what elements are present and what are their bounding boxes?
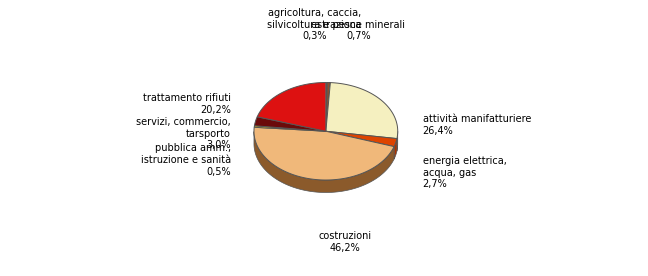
Text: agricoltura, caccia,
silvicoltura e pesca
0,3%: agricoltura, caccia, silvicoltura e pesc… [268, 8, 362, 41]
Polygon shape [257, 83, 326, 131]
Text: estrazione minerali
0,7%: estrazione minerali 0,7% [311, 20, 406, 41]
Polygon shape [326, 83, 398, 139]
Text: servizi, commercio,
tarsporto
3,0%: servizi, commercio, tarsporto 3,0% [136, 117, 231, 150]
Polygon shape [326, 83, 330, 131]
Text: pubblica amm.,
istruzione e sanità
0,5%: pubblica amm., istruzione e sanità 0,5% [141, 144, 231, 177]
Text: costruzioni
46,2%: costruzioni 46,2% [318, 231, 371, 253]
Polygon shape [254, 132, 394, 192]
Polygon shape [397, 131, 398, 151]
Polygon shape [255, 117, 326, 131]
Text: trattamento rifiuti
20,2%: trattamento rifiuti 20,2% [143, 93, 231, 115]
Polygon shape [394, 139, 397, 159]
Polygon shape [326, 131, 397, 147]
Polygon shape [254, 126, 326, 131]
Polygon shape [254, 127, 394, 180]
Polygon shape [326, 83, 327, 131]
Text: energia elettrica,
acqua, gas
2,7%: energia elettrica, acqua, gas 2,7% [422, 156, 507, 189]
Text: attività manifatturiere
26,4%: attività manifatturiere 26,4% [422, 114, 531, 136]
